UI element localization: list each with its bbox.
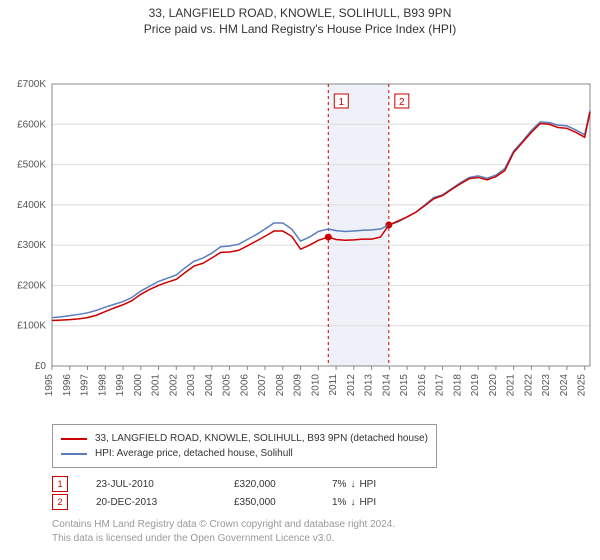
x-tick-label: 2021 (506, 374, 517, 397)
sale-marker-label: 1 (338, 97, 344, 108)
x-tick-label: 2011 (328, 374, 339, 396)
chart-area: £0 £100K £200K £300K £400K £500K £600K £700K 199… (0, 36, 600, 418)
x-tick-label: 2023 (541, 374, 552, 397)
x-tick-label: 2004 (204, 374, 215, 397)
sales-table: 1 23-JUL-2010 £320,000 7% ↓ HPI 2 20-DEC-2013 £3… (52, 476, 560, 510)
delta-note: HPI (359, 479, 376, 490)
x-tick-label: 2017 (435, 374, 446, 397)
y-tick-label: £600K (17, 119, 46, 130)
sale-row-marker: 1 (52, 476, 68, 492)
x-tick-label: 2006 (239, 374, 250, 397)
delta-pct: 1% (332, 497, 346, 508)
x-tick-label: 2014 (381, 374, 392, 397)
y-tick-label: £200K (17, 280, 46, 291)
y-tick-label: £300K (17, 240, 46, 251)
legend-swatch (61, 438, 87, 440)
arrow-down-icon: ↓ (350, 497, 355, 508)
legend-box: 33, LANGFIELD ROAD, KNOWLE, SOLIHULL, B9… (52, 424, 437, 468)
delta-pct: 7% (332, 479, 346, 490)
sale-row-price: £320,000 (234, 479, 304, 490)
page-subtitle: Price paid vs. HM Land Registry's House … (0, 22, 600, 36)
title-block: 33, LANGFIELD ROAD, KNOWLE, SOLIHULL, B9… (0, 0, 600, 36)
x-tick-label: 2024 (559, 374, 570, 397)
x-tick-label: 2016 (417, 374, 428, 397)
x-tick-label: 2003 (186, 374, 197, 397)
y-tick-label: £500K (17, 160, 46, 171)
x-tick-label: 2013 (364, 374, 375, 397)
y-tick-label: £700K (17, 79, 46, 90)
x-tick-label: 2001 (151, 374, 162, 397)
sale-row: 2 20-DEC-2013 £350,000 1% ↓ HPI (52, 494, 560, 510)
sale-row-date: 20-DEC-2013 (96, 497, 206, 508)
sale-row-price: £350,000 (234, 497, 304, 508)
license-line: Contains HM Land Registry data © Crown c… (52, 518, 560, 532)
x-tick-label: 2022 (523, 374, 534, 397)
shaded-band (328, 84, 389, 366)
sale-row: 1 23-JUL-2010 £320,000 7% ↓ HPI (52, 476, 560, 492)
x-tick-label: 2010 (310, 374, 321, 397)
x-tick-label: 2019 (470, 374, 481, 397)
x-tick-label: 2005 (222, 374, 233, 397)
sale-row-delta: 7% ↓ HPI (332, 479, 404, 490)
x-tick-label: 2018 (452, 374, 463, 397)
x-tick-label: 1999 (115, 374, 126, 397)
x-tick-label: 2002 (168, 374, 179, 397)
x-tick-label: 2012 (346, 374, 357, 397)
x-tick-label: 2015 (399, 374, 410, 397)
license-line: This data is licensed under the Open Gov… (52, 532, 560, 546)
legend-label: HPI: Average price, detached house, Soli… (95, 446, 293, 461)
sale-marker-label: 2 (399, 97, 405, 108)
legend-swatch (61, 453, 87, 455)
x-tick-label: 1997 (80, 374, 91, 397)
arrow-down-icon: ↓ (350, 479, 355, 490)
x-tick-label: 2020 (488, 374, 499, 397)
legend-label: 33, LANGFIELD ROAD, KNOWLE, SOLIHULL, B9… (95, 431, 428, 446)
x-tick-label: 1996 (62, 374, 73, 397)
sale-row-date: 23-JUL-2010 (96, 479, 206, 490)
legend-row: 33, LANGFIELD ROAD, KNOWLE, SOLIHULL, B9… (61, 431, 428, 446)
x-tick-label: 2007 (257, 374, 268, 397)
bottom-panel: 33, LANGFIELD ROAD, KNOWLE, SOLIHULL, B9… (0, 418, 600, 552)
y-tick-label: £0 (35, 361, 47, 372)
x-tick-label: 2000 (133, 374, 144, 397)
license-block: Contains HM Land Registry data © Crown c… (52, 518, 560, 546)
x-tick-label: 2009 (293, 374, 304, 397)
delta-note: HPI (359, 497, 376, 508)
page: 33, LANGFIELD ROAD, KNOWLE, SOLIHULL, B9… (0, 0, 600, 552)
x-tick-label: 2008 (275, 374, 286, 397)
page-title: 33, LANGFIELD ROAD, KNOWLE, SOLIHULL, B9… (0, 6, 600, 20)
y-tick-label: £400K (17, 200, 46, 211)
sale-row-delta: 1% ↓ HPI (332, 497, 404, 508)
line-chart: £0 £100K £200K £300K £400K £500K £600K £700K 199… (0, 36, 600, 418)
x-tick-label: 2025 (577, 374, 588, 397)
x-tick-label: 1995 (44, 374, 55, 397)
legend-row: HPI: Average price, detached house, Soli… (61, 446, 428, 461)
y-tick-label: £100K (17, 321, 46, 332)
sale-row-marker: 2 (52, 494, 68, 510)
x-tick-label: 1998 (97, 374, 108, 397)
